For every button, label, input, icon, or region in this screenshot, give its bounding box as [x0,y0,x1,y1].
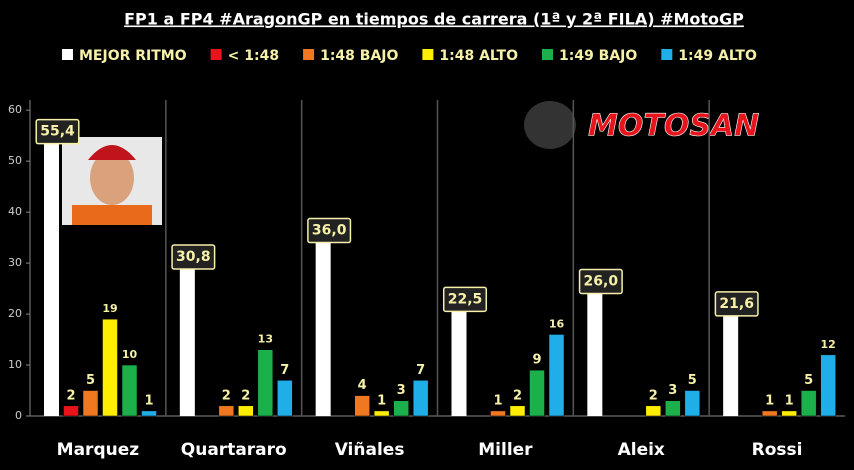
logo-text: MOTOSAN [588,109,759,144]
bar [179,259,195,416]
bar [451,301,467,416]
value-label: 5 [804,373,813,388]
legend-label: MEJOR RITMO [79,48,187,64]
legend-label: 1:48 BAJO [320,48,398,64]
value-label: 22,5 [448,291,483,307]
x-tick-label: Aleix [618,440,665,460]
x-tick-label: Viñales [335,440,405,460]
bar [781,410,797,417]
bar [665,400,681,417]
bar [509,405,526,417]
bar [354,395,370,417]
value-label-box [171,244,216,270]
x-tick-label: Miller [478,440,533,460]
value-label: 2 [222,388,231,403]
bar [412,380,429,417]
value-label: 2 [513,388,522,403]
value-label: 12 [821,338,836,351]
value-label: 5 [86,373,95,388]
value-label: 55,4 [40,124,75,140]
value-label: 1 [765,393,774,408]
value-label: 5 [688,373,697,388]
bar [63,405,79,417]
bar [723,305,739,416]
x-tick-label: Quartararo [181,440,287,460]
bar [82,390,99,417]
x-tick-label: Marquez [57,440,140,460]
y-tick-label: 10 [8,358,22,371]
bar [257,349,274,417]
legend-label: 1:49 BAJO [559,48,637,64]
legend-swatch [303,49,315,60]
legend-swatch [210,49,222,60]
value-label: 2 [66,388,75,403]
value-label: 1 [377,393,386,408]
value-label: 3 [397,383,406,398]
legend-swatch [422,49,434,60]
chart-title: FP1 a FP4 #AragonGP en tiempos de carrer… [124,10,744,29]
logo: MOTOSAN [524,101,760,149]
x-tick-label: Rossi [752,440,803,460]
legend-swatch [62,49,73,60]
legend-label: 1:48 ALTO [439,48,518,64]
bar [684,390,701,417]
bar [800,390,817,417]
bar [548,334,565,417]
bar [121,364,138,417]
value-label: 2 [649,388,658,403]
y-tick-label: 30 [8,256,22,269]
y-tick-label: 0 [15,409,22,422]
y-tick-label: 50 [8,154,22,167]
bar [102,318,118,417]
value-label: 30,8 [176,249,211,265]
legend-swatch [661,49,673,60]
value-label-box [714,291,759,317]
bar [529,369,545,417]
bar [393,400,409,417]
value-label: 36,0 [312,223,347,239]
rider-photo [62,137,162,225]
bar [218,405,235,417]
bar [761,410,778,417]
value-label: 10 [122,348,138,361]
legend-label: 1:49 ALTO [678,48,757,64]
value-label-box [35,118,80,145]
bar [645,405,662,417]
value-label: 7 [280,363,289,378]
bar [44,133,59,416]
y-tick-label: 60 [8,103,22,116]
bar [238,405,254,417]
bar [315,232,331,416]
bar [373,410,390,417]
value-label: 7 [416,363,425,378]
value-label: 9 [532,353,541,368]
legend-swatch [541,49,553,60]
bar [587,283,603,416]
bar [141,410,157,417]
legend-label: < 1:48 [228,48,279,64]
value-label: 21,6 [719,296,754,312]
bar [277,380,293,417]
bar [820,354,836,417]
value-label: 3 [668,383,677,398]
value-label: 1 [144,393,153,408]
value-label: 4 [358,378,367,393]
value-label: 1 [785,393,794,408]
value-label: 1 [493,393,502,408]
y-tick-label: 40 [8,205,22,218]
value-label: 19 [102,302,117,315]
value-label: 16 [549,317,565,330]
value-label: 13 [258,333,273,346]
value-label: 2 [241,388,250,403]
value-label-box [307,217,352,244]
bar [490,410,506,417]
value-label: 26,0 [584,273,619,289]
value-label-box [442,286,488,313]
y-tick-label: 20 [8,307,22,320]
value-label-box [578,268,623,295]
